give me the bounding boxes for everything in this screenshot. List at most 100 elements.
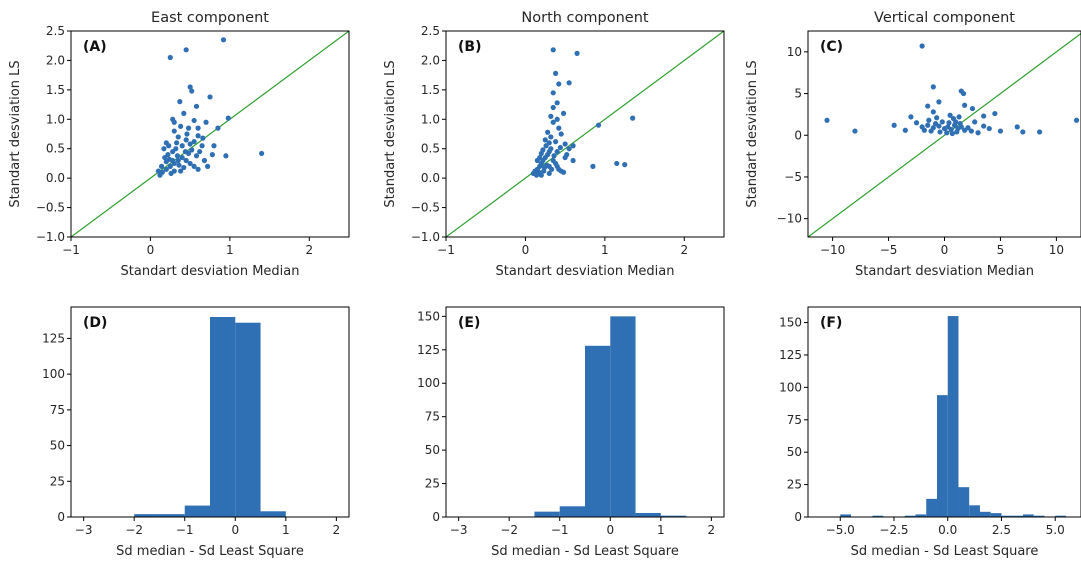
point-c-53 xyxy=(981,123,987,129)
point-a-4 xyxy=(189,88,195,94)
xtick-label-b-2: 1 xyxy=(601,243,609,257)
point-c-41 xyxy=(939,119,945,125)
point-a-46 xyxy=(176,162,182,168)
point-b-62 xyxy=(570,143,576,149)
point-c-52 xyxy=(956,114,962,120)
ytick-label-b-0: −1.0 xyxy=(411,230,440,244)
point-a-33 xyxy=(173,146,179,152)
point-c-54 xyxy=(986,125,992,132)
bar-d-5 xyxy=(260,511,286,517)
point-b-52 xyxy=(554,149,560,155)
point-b-5 xyxy=(556,81,562,87)
bar-f-12 xyxy=(969,505,980,517)
point-b-31 xyxy=(548,146,554,152)
bar-f-6 xyxy=(904,515,916,517)
bar-e-2 xyxy=(585,345,611,517)
point-a-57 xyxy=(187,141,193,147)
ytick-label-a-7: 2.5 xyxy=(46,24,65,38)
point-c-14 xyxy=(1073,117,1080,123)
point-a-52 xyxy=(201,157,208,164)
point-c-16 xyxy=(852,128,858,134)
ytick-label-e-3: 75 xyxy=(425,410,440,424)
point-a-68 xyxy=(200,135,206,141)
point-b-20 xyxy=(545,129,551,135)
point-a-58 xyxy=(191,139,197,145)
point-a-26 xyxy=(163,166,169,172)
plot-area-f xyxy=(840,316,1066,517)
y-axis-label-a: Standart desviation LS xyxy=(8,60,23,207)
point-a-19 xyxy=(171,128,177,134)
bar-e-0 xyxy=(534,511,560,517)
point-a-47 xyxy=(179,143,185,149)
xtick-label-f-1: −2.5 xyxy=(879,523,908,537)
point-b-4 xyxy=(550,90,556,96)
panel-label-e: (E) xyxy=(458,315,480,331)
point-c-47 xyxy=(949,130,955,137)
point-c-39 xyxy=(928,128,934,134)
point-b-1 xyxy=(550,47,556,53)
bar-d-4 xyxy=(235,322,261,517)
point-b-10 xyxy=(560,110,567,116)
xtick-label-d-2: −1 xyxy=(176,523,194,537)
point-c-10 xyxy=(981,113,987,119)
axes-frame-b xyxy=(445,30,725,238)
point-c-13 xyxy=(824,117,830,123)
reference-line-c xyxy=(808,32,1081,237)
point-b-46 xyxy=(564,152,570,158)
point-b-57 xyxy=(538,172,544,178)
point-c-40 xyxy=(932,120,939,127)
ytick-label-e-0: 0 xyxy=(432,510,440,524)
reference-line-b xyxy=(446,31,724,237)
panel-label-f: (F) xyxy=(820,315,842,331)
xtick-label-d-1: −2 xyxy=(125,523,143,537)
point-a-39 xyxy=(178,168,184,174)
point-a-38 xyxy=(195,166,201,172)
point-a-59 xyxy=(155,168,161,174)
ytick-label-e-5: 125 xyxy=(417,343,440,357)
point-b-61 xyxy=(556,125,562,131)
point-b-18 xyxy=(562,141,568,147)
y-axis-label-b: Standart desviation LS xyxy=(383,60,398,207)
point-b-15 xyxy=(590,163,596,169)
bar-f-0 xyxy=(840,514,851,517)
bar-f-10 xyxy=(947,316,959,517)
point-a-22 xyxy=(183,137,189,143)
point-b-53 xyxy=(557,144,563,151)
point-b-37 xyxy=(560,169,567,175)
panel-label-c: (C) xyxy=(820,39,843,55)
point-b-16 xyxy=(570,157,576,164)
point-b-14 xyxy=(622,162,628,168)
xtick-label-a-0: −1 xyxy=(62,243,80,257)
ytick-label-c-3: 5 xyxy=(794,87,802,101)
point-b-6 xyxy=(554,100,560,106)
plot-area-d xyxy=(134,317,286,517)
point-c-7 xyxy=(930,109,936,115)
ytick-label-d-4: 100 xyxy=(42,367,65,381)
point-b-19 xyxy=(558,131,564,137)
plot-area-b xyxy=(446,31,724,237)
bar-f-16 xyxy=(1012,515,1023,517)
ytick-label-f-0: 0 xyxy=(794,510,802,524)
x-axis-label-c: Standart desviation Median xyxy=(855,264,1034,279)
point-a-53 xyxy=(205,163,211,169)
plot-area-e xyxy=(534,316,687,517)
ytick-label-e-2: 50 xyxy=(425,443,440,457)
bar-f-3 xyxy=(872,515,884,517)
point-a-35 xyxy=(183,157,189,164)
point-a-12 xyxy=(203,119,209,125)
point-a-25 xyxy=(159,169,165,175)
point-b-55 xyxy=(548,134,554,140)
point-b-2 xyxy=(553,70,559,76)
point-b-11 xyxy=(595,122,602,128)
ytick-label-d-0: 0 xyxy=(57,510,65,524)
ytick-label-f-6: 150 xyxy=(779,316,802,330)
xtick-label-c-0: −10 xyxy=(820,243,845,257)
point-c-19 xyxy=(1014,124,1020,130)
bar-e-5 xyxy=(660,515,687,517)
point-b-51 xyxy=(551,153,557,159)
point-b-39 xyxy=(540,147,546,153)
point-a-63 xyxy=(211,143,217,149)
point-c-48 xyxy=(954,129,960,135)
x-axis-label-a: Standart desviation Median xyxy=(121,264,300,279)
